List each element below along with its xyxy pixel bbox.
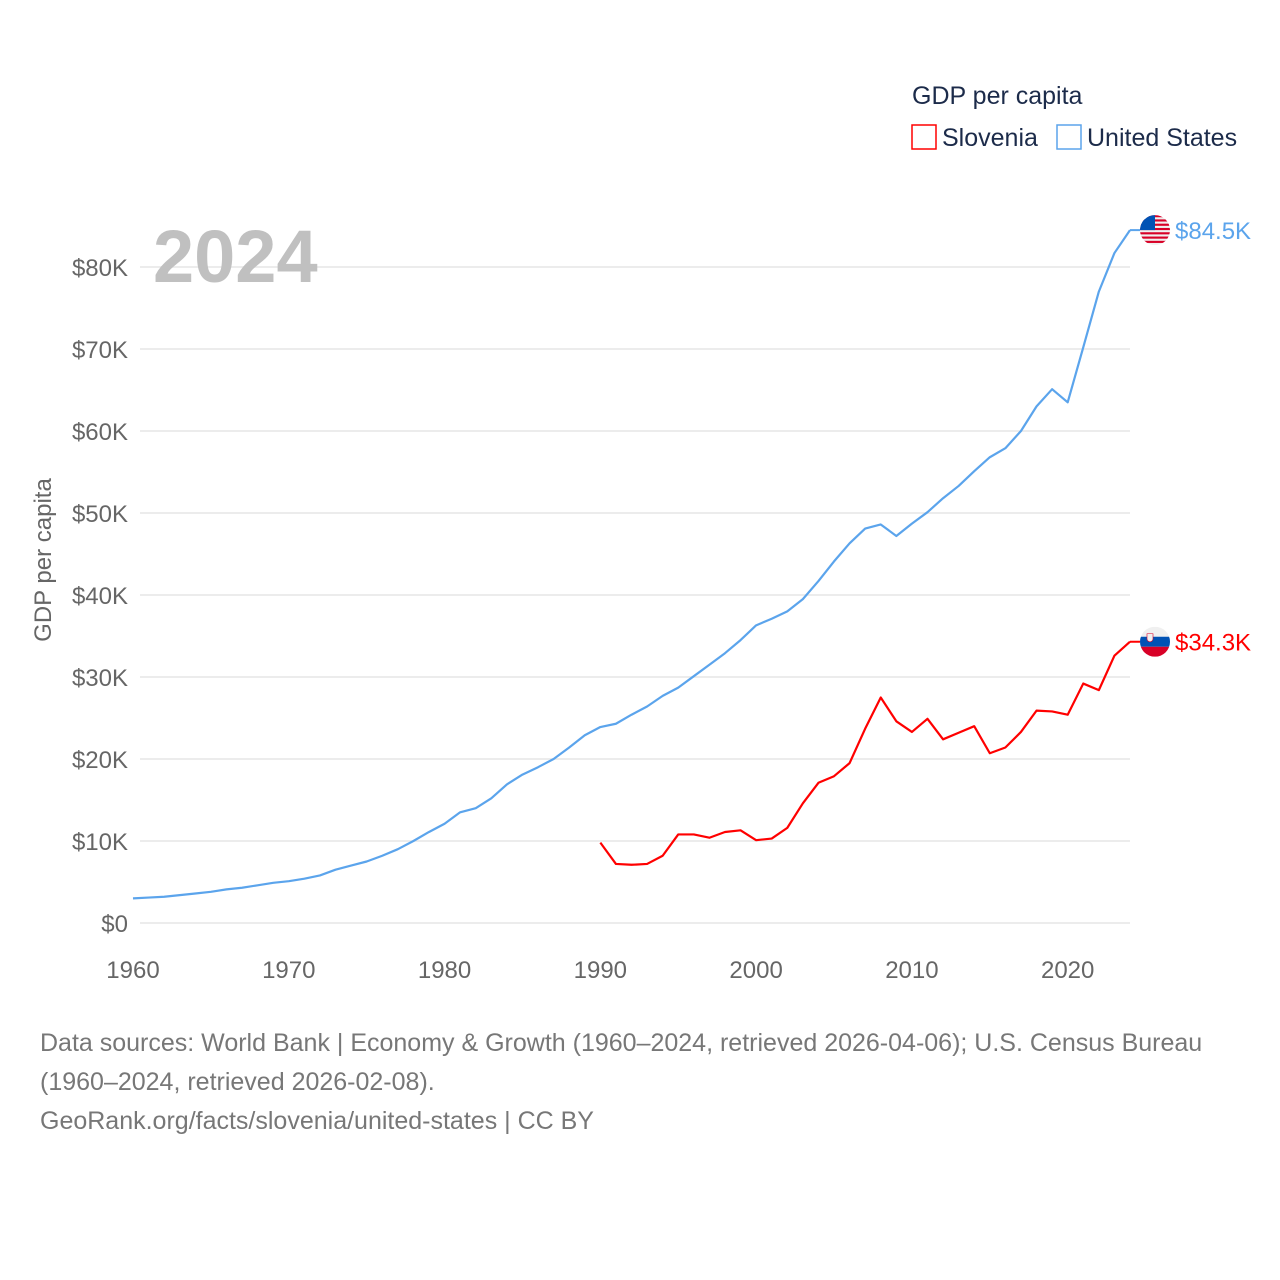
- x-tick-label: 2010: [885, 957, 938, 984]
- y-tick-label: $80K: [72, 255, 128, 282]
- legend-title: GDP per capita: [912, 82, 1083, 110]
- credit-link[interactable]: GeoRank.org/facts/slovenia/united-states…: [40, 1107, 594, 1135]
- y-tick-label: $20K: [72, 747, 128, 774]
- footer: Data sources: World Bank | Economy & Gro…: [40, 1024, 1240, 1141]
- year-label: 2024: [153, 215, 318, 298]
- end-value-label-slovenia: $34.3K: [1175, 630, 1251, 657]
- legend-label: United States: [1087, 124, 1237, 152]
- y-axis-label: GDP per capita: [30, 478, 57, 642]
- y-tick-label: $30K: [72, 665, 128, 692]
- y-tick-label: $60K: [72, 419, 128, 446]
- end-value-label-united-states: $84.5K: [1175, 218, 1251, 245]
- slovenia-flag-icon: [1140, 626, 1170, 657]
- y-tick-label: $70K: [72, 337, 128, 364]
- line-chart: $0 $10K $20K $30K $40K $50K $60K $70K $80K 1960 19…: [30, 82, 1251, 984]
- data-sources: Data sources: World Bank | Economy & Gro…: [40, 1029, 1203, 1096]
- legend-swatch-united-states: [1056, 124, 1082, 150]
- x-tick-label: 1990: [574, 957, 627, 984]
- x-tick-label: 2020: [1041, 957, 1094, 984]
- x-tick-label: 1960: [106, 957, 159, 984]
- y-tick-label: $10K: [72, 829, 128, 856]
- usa-flag-icon: [1140, 215, 1170, 246]
- x-tick-label: 1970: [262, 957, 315, 984]
- series-line-slovenia: [599, 640, 1131, 866]
- y-tick-label: $50K: [72, 501, 128, 528]
- y-tick-label: $40K: [72, 583, 128, 610]
- y-tick-label: $0: [101, 911, 128, 938]
- legend-swatch-slovenia: [911, 124, 937, 150]
- legend-label: Slovenia: [942, 124, 1038, 152]
- x-tick-label: 2000: [729, 957, 782, 984]
- series-line-united-states: [132, 229, 1131, 900]
- x-tick-label: 1980: [418, 957, 471, 984]
